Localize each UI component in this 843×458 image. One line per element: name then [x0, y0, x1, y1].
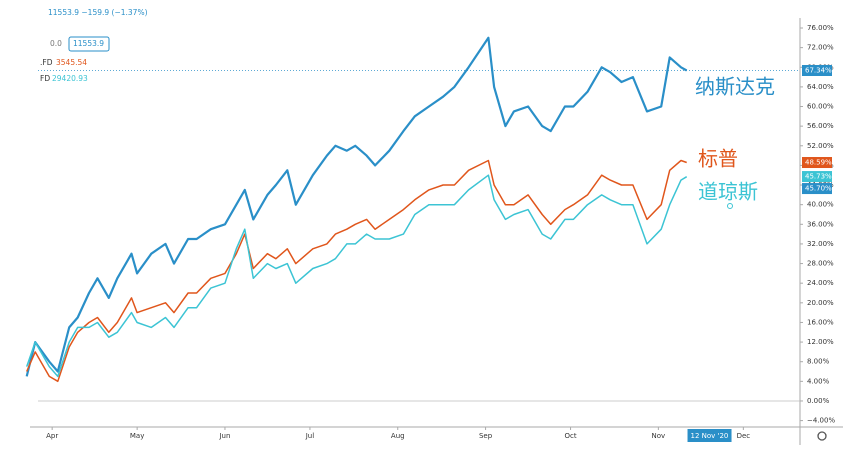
x-tick-label: May	[130, 432, 144, 440]
crosshair-box	[687, 429, 732, 442]
legend-text: 11553.9 −159.9 (−1.37%)	[48, 8, 148, 17]
y-tick-label: 60.00%	[807, 103, 834, 111]
series-line	[26, 159, 687, 383]
settings-icon[interactable]	[817, 431, 827, 441]
series-line	[25, 36, 688, 377]
x-tick-label: Oct	[564, 432, 576, 440]
y-tick-label: 52.00%	[807, 142, 834, 150]
price-label-box	[802, 157, 832, 169]
series-annotation: 道琼斯	[698, 180, 758, 204]
x-tick-label: Aug	[391, 432, 405, 440]
legend-text: 29420.93	[52, 74, 88, 83]
cursor-dot	[727, 203, 733, 209]
price-label-box	[802, 171, 832, 183]
price-label: 45.70%	[805, 185, 832, 193]
y-tick-label: 0.00%	[807, 397, 830, 405]
y-tick-label: 76.00%	[807, 24, 834, 32]
price-label-box	[802, 183, 832, 195]
price-label-box	[802, 64, 832, 76]
y-tick-label: 64.00%	[807, 83, 834, 91]
legend-text: 3545.54	[56, 58, 87, 67]
x-tick-label: Jun	[218, 432, 230, 440]
y-tick-label: 24.00%	[807, 279, 834, 287]
price-label: 48.59%	[805, 159, 832, 167]
y-tick-label: 16.00%	[807, 318, 834, 326]
legend-input-box	[68, 36, 110, 52]
x-tick-label: Nov	[652, 432, 666, 440]
legend-text: 0.0	[50, 39, 62, 48]
y-tick-label: 40.00%	[807, 201, 834, 209]
series-annotation: 纳斯达克	[695, 75, 775, 99]
y-tick-label: 32.00%	[807, 240, 834, 248]
legend-text: 11553.9	[73, 39, 104, 48]
legend-text: FD	[40, 74, 50, 83]
x-tick-label: Dec	[737, 432, 751, 440]
series-line	[25, 174, 688, 378]
price-label: 45.73%	[805, 173, 832, 181]
legend-text: .FD	[40, 58, 53, 67]
y-tick-label: 56.00%	[807, 122, 834, 130]
y-tick-label: 8.00%	[807, 358, 830, 366]
x-tick-label: Sep	[479, 432, 493, 440]
x-tick-label: Apr	[46, 432, 58, 440]
y-tick-label: 12.00%	[807, 338, 834, 346]
y-tick-label: 28.00%	[807, 260, 834, 268]
gear[interactable]	[817, 431, 827, 441]
x-tick-label: Jul	[305, 432, 315, 440]
y-tick-label: 4.00%	[807, 377, 830, 385]
crosshair-label: 12 Nov '20	[691, 432, 729, 440]
price-label: 67.34%	[805, 66, 832, 74]
y-tick-label: 72.00%	[807, 44, 834, 52]
y-tick-label: 36.00%	[807, 220, 834, 228]
y-tick-label: −4.00%	[807, 417, 835, 425]
y-tick-label: 20.00%	[807, 299, 834, 307]
series-annotation: 标普	[698, 147, 738, 171]
